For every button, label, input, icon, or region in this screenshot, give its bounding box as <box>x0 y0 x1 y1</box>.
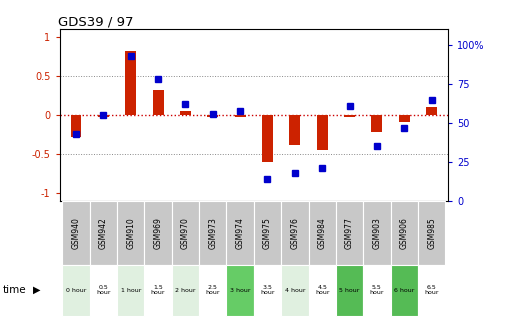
Bar <box>90 201 117 265</box>
Text: GSM977: GSM977 <box>345 217 354 249</box>
Text: 1 hour: 1 hour <box>121 288 141 293</box>
Bar <box>418 265 445 316</box>
Text: ▶: ▶ <box>33 285 40 295</box>
Text: GSM985: GSM985 <box>427 217 436 249</box>
Text: 2 hour: 2 hour <box>175 288 196 293</box>
Bar <box>117 201 145 265</box>
Text: 0 hour: 0 hour <box>66 288 86 293</box>
Bar <box>226 201 254 265</box>
Bar <box>145 201 172 265</box>
Bar <box>125 51 136 115</box>
Text: GSM940: GSM940 <box>71 217 80 249</box>
Text: GSM984: GSM984 <box>318 217 327 249</box>
Bar <box>90 265 117 316</box>
Bar <box>62 265 90 316</box>
Bar <box>235 115 246 117</box>
Text: 5 hour: 5 hour <box>339 288 360 293</box>
Text: GSM969: GSM969 <box>153 217 163 249</box>
Bar <box>363 201 391 265</box>
Text: GSM976: GSM976 <box>291 217 299 249</box>
Bar <box>145 265 172 316</box>
Bar <box>281 265 309 316</box>
Bar <box>399 115 410 122</box>
Text: GSM942: GSM942 <box>99 217 108 249</box>
Bar <box>336 201 363 265</box>
Text: GSM973: GSM973 <box>208 217 217 249</box>
Bar <box>391 201 418 265</box>
Text: GSM910: GSM910 <box>126 217 135 249</box>
Text: 3 hour: 3 hour <box>230 288 250 293</box>
Text: GSM906: GSM906 <box>400 217 409 249</box>
Bar <box>207 115 218 117</box>
Bar <box>254 201 281 265</box>
Text: 4 hour: 4 hour <box>284 288 305 293</box>
Bar <box>344 115 355 117</box>
Text: GSM903: GSM903 <box>372 217 381 249</box>
Bar <box>371 115 382 132</box>
Bar <box>153 90 164 115</box>
Bar <box>391 265 418 316</box>
Bar <box>363 265 391 316</box>
Bar <box>172 201 199 265</box>
Text: 6.5
hour: 6.5 hour <box>424 285 439 295</box>
Text: GSM974: GSM974 <box>236 217 244 249</box>
Bar <box>316 115 328 150</box>
Bar <box>418 201 445 265</box>
Text: 1.5
hour: 1.5 hour <box>151 285 165 295</box>
Text: 2.5
hour: 2.5 hour <box>206 285 220 295</box>
Bar <box>290 115 300 145</box>
Text: 4.5
hour: 4.5 hour <box>315 285 329 295</box>
Bar <box>199 265 226 316</box>
Text: GSM970: GSM970 <box>181 217 190 249</box>
Bar <box>254 265 281 316</box>
Bar <box>62 201 90 265</box>
Bar <box>98 115 109 117</box>
Bar <box>199 201 226 265</box>
Bar <box>70 115 81 137</box>
Bar <box>262 115 273 162</box>
Bar <box>426 108 437 115</box>
Bar <box>226 265 254 316</box>
Text: 3.5
hour: 3.5 hour <box>260 285 275 295</box>
Text: GSM975: GSM975 <box>263 217 272 249</box>
Bar <box>309 201 336 265</box>
Bar <box>117 265 145 316</box>
Bar <box>180 111 191 115</box>
Text: 0.5
hour: 0.5 hour <box>96 285 111 295</box>
Text: GDS39 / 97: GDS39 / 97 <box>57 15 133 28</box>
Bar <box>281 201 309 265</box>
Bar <box>336 265 363 316</box>
Text: 6 hour: 6 hour <box>394 288 414 293</box>
Text: time: time <box>3 285 26 295</box>
Bar <box>172 265 199 316</box>
Text: 5.5
hour: 5.5 hour <box>370 285 384 295</box>
Bar <box>309 265 336 316</box>
